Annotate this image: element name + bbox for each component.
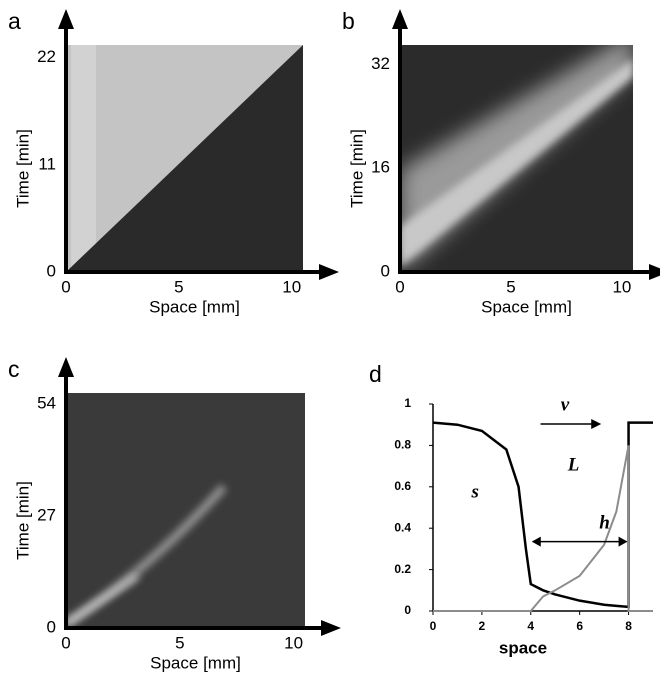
y-arrow bbox=[58, 357, 74, 377]
panel-letter: d bbox=[369, 361, 382, 387]
x-tick-label: 0 bbox=[395, 277, 404, 296]
y-tick-label: 0.4 bbox=[394, 520, 411, 534]
x-tick-label: 8 bbox=[625, 619, 632, 633]
kymograph bbox=[66, 393, 305, 628]
x-axis-label: Space [mm] bbox=[149, 297, 240, 316]
y-tick-label: 22 bbox=[37, 47, 56, 66]
image-band-core bbox=[400, 58, 633, 268]
x-axis-label: space bbox=[499, 638, 547, 657]
y-tick-label: 32 bbox=[371, 54, 390, 73]
x-tick-label: 6 bbox=[576, 619, 583, 633]
x-tick-label: 10 bbox=[282, 277, 301, 296]
length-arrowhead bbox=[618, 536, 628, 547]
panel-letter: c bbox=[8, 356, 20, 382]
x-axis-label: Space [mm] bbox=[150, 653, 241, 672]
velocity-arrowhead bbox=[591, 419, 602, 429]
annotation: L bbox=[567, 454, 580, 475]
y-tick-label: 54 bbox=[37, 394, 56, 413]
y-arrow bbox=[58, 9, 74, 29]
y-tick-label: 1 bbox=[404, 396, 411, 410]
y-tick-label: 0.8 bbox=[394, 438, 411, 452]
x-tick-label: 10 bbox=[612, 277, 631, 296]
annotation: v bbox=[561, 394, 570, 415]
x-tick-label: 5 bbox=[175, 633, 184, 652]
series-line bbox=[432, 421, 653, 609]
series-line bbox=[433, 445, 653, 612]
y-tick-label: 0 bbox=[47, 261, 56, 280]
x-tick-label: 0 bbox=[61, 633, 70, 652]
y-arrow bbox=[392, 9, 408, 29]
y-axis-label: Time [min] bbox=[347, 129, 366, 208]
x-tick-label: 2 bbox=[479, 619, 486, 633]
image-bg bbox=[66, 393, 305, 628]
y-axis-label: Time [min] bbox=[13, 481, 32, 560]
x-tick-label: 5 bbox=[174, 277, 183, 296]
y-tick-label: 0 bbox=[404, 603, 411, 617]
x-tick-label: 0 bbox=[61, 277, 70, 296]
length-arrowhead bbox=[531, 536, 541, 547]
y-tick-label: 27 bbox=[37, 506, 56, 525]
panel-letter: b bbox=[342, 8, 355, 34]
y-tick-label: 0.6 bbox=[394, 479, 411, 493]
y-tick-label: 0.2 bbox=[394, 562, 411, 576]
image-dark bbox=[66, 45, 303, 272]
series-label: h bbox=[599, 512, 610, 533]
x-tick-label: 5 bbox=[506, 277, 515, 296]
series-label: s bbox=[470, 481, 478, 502]
x-arrow bbox=[319, 264, 339, 280]
image-band bbox=[71, 45, 96, 272]
x-axis-label: Space [mm] bbox=[481, 297, 572, 316]
y-axis-label: Time [min] bbox=[13, 129, 32, 208]
x-arrow bbox=[321, 620, 341, 636]
y-tick-label: 0 bbox=[381, 261, 390, 280]
y-tick-label: 0 bbox=[47, 617, 56, 636]
kymograph bbox=[66, 45, 303, 272]
x-tick-label: 0 bbox=[430, 619, 437, 633]
panel-letter: a bbox=[8, 8, 21, 34]
y-tick-label: 16 bbox=[371, 158, 390, 177]
x-tick-label: 4 bbox=[527, 619, 534, 633]
x-tick-label: 10 bbox=[284, 633, 303, 652]
image-wave-core bbox=[66, 574, 140, 627]
kymograph bbox=[400, 45, 633, 272]
x-arrow bbox=[649, 264, 660, 280]
y-tick-label: 11 bbox=[38, 154, 56, 173]
